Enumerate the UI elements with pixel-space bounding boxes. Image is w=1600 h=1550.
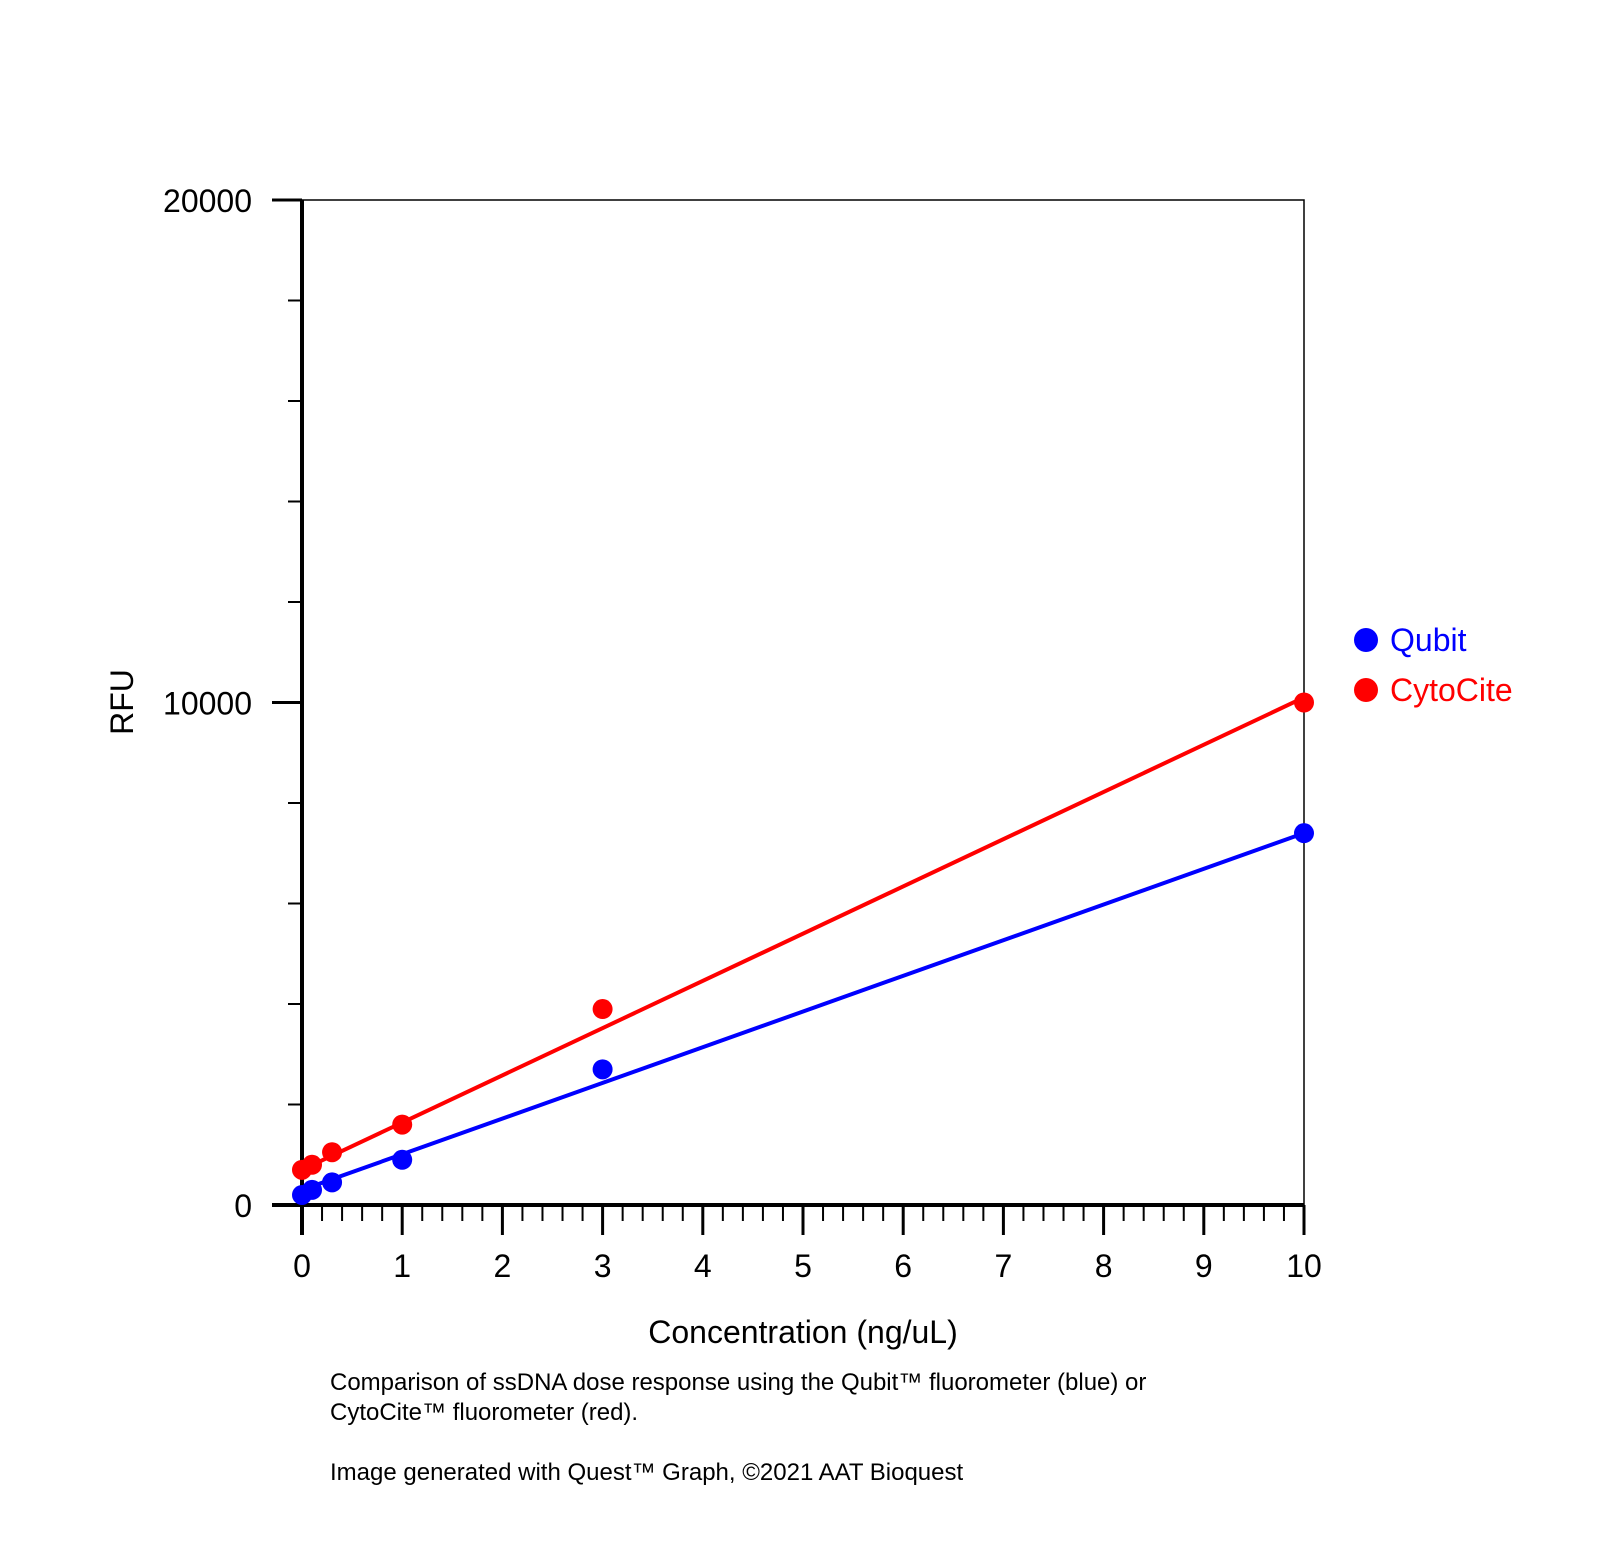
x-tick-label: 0	[293, 1248, 311, 1284]
data-point-qubit	[392, 1149, 413, 1170]
fit-line-qubit	[301, 831, 1305, 1192]
data-point-cytocite	[592, 999, 613, 1020]
y-axis-label: RFU	[104, 669, 140, 735]
fit-line-cytocite	[301, 695, 1305, 1172]
y-tick-label: 20000	[163, 183, 252, 219]
axes: 0 1 2 3 4 5 6 7 8 9 10 0 10000 20000	[163, 183, 1322, 1284]
caption-line-2: CytoCite™ fluorometer (red).	[330, 1399, 639, 1426]
data-point-qubit	[1294, 823, 1314, 844]
y-tick-label: 0	[234, 1188, 252, 1224]
legend-label-cytocite: CytoCite	[1390, 672, 1513, 708]
x-tick-label: 2	[494, 1248, 512, 1284]
legend-marker-cytocite	[1354, 678, 1378, 702]
caption-line-1: Comparison of ssDNA dose response using …	[330, 1369, 1147, 1396]
data-point-cytocite	[392, 1114, 413, 1135]
data-point-cytocite	[322, 1142, 343, 1163]
x-tick-label: 1	[393, 1248, 411, 1284]
x-tick-label: 4	[694, 1248, 712, 1284]
x-tick-label: 3	[594, 1248, 612, 1284]
data-point-cytocite	[1294, 692, 1314, 713]
y-tick-label: 10000	[163, 686, 252, 722]
caption-credit: Image generated with Quest™ Graph, ©2021…	[330, 1459, 964, 1486]
x-tick-label: 9	[1195, 1248, 1213, 1284]
legend-marker-qubit	[1354, 628, 1378, 652]
data-point-cytocite	[302, 1154, 323, 1175]
legend-label-qubit: Qubit	[1390, 622, 1467, 658]
x-tick-label: 8	[1095, 1248, 1113, 1284]
data-point-qubit	[322, 1172, 343, 1193]
x-axis-label: Concentration (ng/uL)	[648, 1314, 958, 1350]
x-tick-label: 10	[1286, 1248, 1322, 1284]
figure-caption: Comparison of ssDNA dose response using …	[330, 1368, 1330, 1488]
plot-frame	[301, 199, 1305, 1206]
fit-lines	[301, 695, 1305, 1192]
legend: Qubit CytoCite	[1354, 622, 1513, 708]
data-point-qubit	[302, 1179, 323, 1200]
x-tick-label: 7	[995, 1248, 1013, 1284]
data-point-qubit	[592, 1059, 613, 1080]
x-tick-label: 5	[794, 1248, 812, 1284]
data-points	[292, 692, 1314, 1205]
x-tick-label: 6	[894, 1248, 912, 1284]
